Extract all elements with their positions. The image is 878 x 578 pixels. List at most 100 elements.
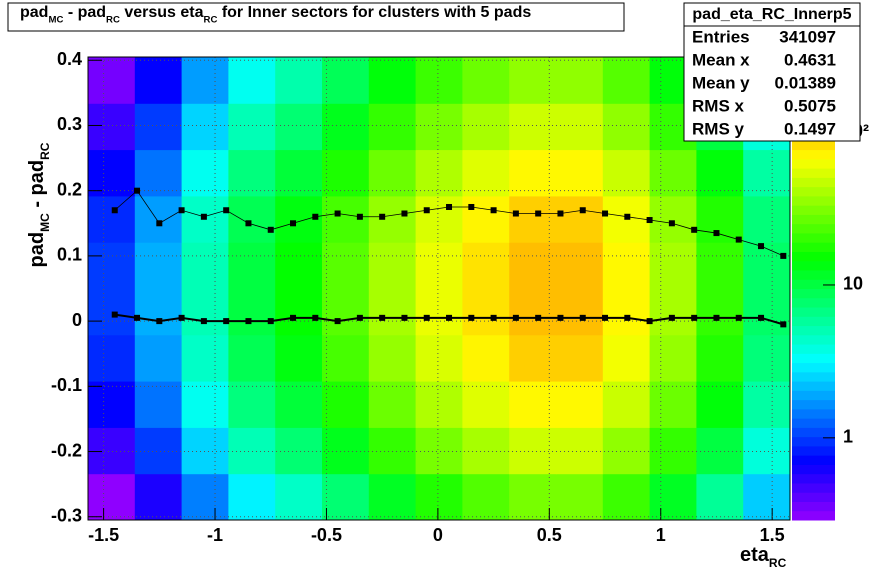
data-point xyxy=(668,220,675,227)
text-part: pad xyxy=(26,232,48,268)
text-part: for Inner sectors for clusters with 5 pa… xyxy=(217,4,531,21)
heatmap-cell xyxy=(88,242,136,289)
stats-name: pad_eta_RC_Innerp5 xyxy=(692,6,851,23)
heatmap-cell xyxy=(368,427,417,475)
subscript: RC xyxy=(204,14,218,25)
data-point xyxy=(624,314,631,321)
data-point xyxy=(579,207,586,214)
colorbar-cell xyxy=(792,381,835,391)
heatmap-cell xyxy=(602,427,651,475)
heatmap-cell xyxy=(228,57,276,104)
colorbar-cell xyxy=(792,464,835,475)
heatmap-cell xyxy=(649,195,697,243)
heatmap-cell xyxy=(181,103,229,151)
heatmap-cell xyxy=(509,427,557,475)
heatmap-cell xyxy=(275,473,323,521)
heatmap-cell xyxy=(556,427,604,475)
colorbar-cell xyxy=(792,251,835,262)
heatmap-cell xyxy=(88,103,136,151)
data-point xyxy=(312,213,319,220)
stats-key: RMS x xyxy=(692,96,745,115)
x-tick-label: -1.5 xyxy=(88,525,119,545)
heatmap-cell xyxy=(134,334,183,382)
heatmap-cell xyxy=(368,381,417,428)
heatmap-cell xyxy=(556,57,604,104)
colorbar-cell xyxy=(792,353,835,364)
heatmap-cell xyxy=(415,427,463,475)
x-tick-label: 1 xyxy=(656,525,666,545)
heatmap-cell xyxy=(509,473,557,521)
colorbar-cell xyxy=(792,510,835,521)
x-tick-label: 0 xyxy=(433,525,443,545)
data-point xyxy=(156,220,163,227)
colorbar-cell xyxy=(792,269,835,280)
colorbar-cell xyxy=(792,205,835,215)
heatmap-cell xyxy=(743,381,791,428)
heatmap-cell xyxy=(368,242,417,289)
colorbar-cell xyxy=(792,177,835,188)
heatmap-cell xyxy=(415,149,463,197)
heatmap-cell xyxy=(696,242,744,289)
colorbar-cell xyxy=(792,297,835,308)
heatmap-cell xyxy=(602,334,651,382)
heatmap-cell xyxy=(462,427,510,475)
heatmap-cell xyxy=(275,103,323,151)
colorbar-cell xyxy=(792,325,835,336)
colorbar-cell xyxy=(792,316,835,327)
colorbar-cell xyxy=(792,344,835,354)
heatmap-cell xyxy=(228,149,276,197)
data-point xyxy=(290,314,297,321)
text-part: pad xyxy=(20,4,48,21)
z-tick-label: 1 xyxy=(843,427,853,447)
data-point xyxy=(446,314,453,321)
heatmap-cell xyxy=(509,57,557,104)
heatmap-cell xyxy=(462,57,510,104)
colorbar-cell xyxy=(792,362,835,373)
heatmap-cell xyxy=(415,103,463,151)
y-tick-label: 0.3 xyxy=(57,114,82,134)
data-point xyxy=(267,226,274,233)
heatmap-cell xyxy=(696,149,744,197)
data-point xyxy=(691,314,698,321)
heatmap-cell xyxy=(462,103,510,151)
subscript: RC xyxy=(769,556,787,570)
data-point xyxy=(780,321,787,328)
data-point xyxy=(178,314,185,321)
colorbar-cell xyxy=(792,418,835,428)
data-point xyxy=(423,207,430,214)
data-point xyxy=(312,314,319,321)
chart-data.x-label-parts: etaRC xyxy=(740,544,787,570)
heatmap-cell xyxy=(415,381,463,428)
data-point xyxy=(557,314,564,321)
heatmap-cell xyxy=(275,288,323,336)
colorbar-cell xyxy=(792,223,835,234)
stats-key: Entries xyxy=(692,27,750,46)
heatmap-cell xyxy=(134,473,183,521)
data-point xyxy=(356,213,363,220)
colorbar-cell xyxy=(792,140,835,151)
z-tick-label: 10 xyxy=(843,274,863,294)
x-tick-label: 0.5 xyxy=(537,525,562,545)
data-point xyxy=(735,236,742,243)
heatmap-cell xyxy=(228,381,276,428)
data-point xyxy=(379,213,386,220)
data-point xyxy=(646,318,653,325)
subscript: RC xyxy=(106,14,120,25)
heatmap-cell xyxy=(415,334,463,382)
heatmap-cell xyxy=(368,334,417,382)
heatmap-cell xyxy=(134,427,183,475)
heatmap-cell xyxy=(134,149,183,197)
heatmap-cell xyxy=(88,195,136,243)
heatmap-cell xyxy=(368,288,417,336)
heatmap-cell xyxy=(415,242,463,289)
colorbar-cell xyxy=(792,307,835,317)
subscript: MC xyxy=(38,213,52,232)
colorbar-cell xyxy=(792,371,835,382)
colorbar-cell xyxy=(792,408,835,419)
heatmap-cell xyxy=(556,288,604,336)
heatmap-cell xyxy=(322,288,370,336)
heatmap-cell xyxy=(88,149,136,197)
colorbar-cell xyxy=(792,334,835,345)
heatmap-cell xyxy=(696,288,744,336)
heatmap-cell xyxy=(743,288,791,336)
